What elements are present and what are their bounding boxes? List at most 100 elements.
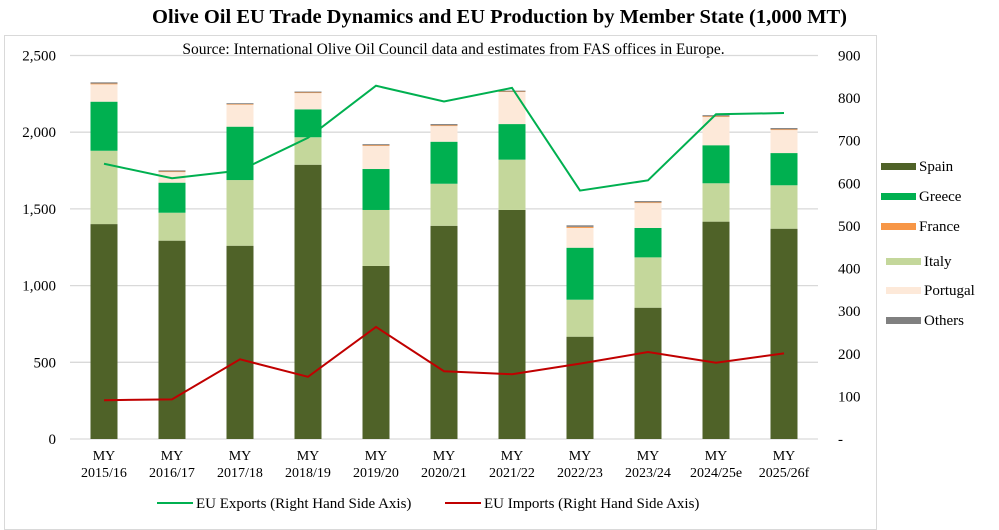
- bar-segment-france: [703, 116, 730, 117]
- bar-segment-others: [771, 128, 798, 129]
- legend-label: EU Imports (Right Hand Side Axis): [484, 496, 699, 512]
- legend-item-italy: Italy: [886, 254, 952, 270]
- bar-segment-spain: [363, 266, 390, 439]
- bar-segment-italy: [159, 213, 186, 241]
- bar-stack: [363, 144, 390, 439]
- x-tick-label-line1: MY: [365, 449, 388, 464]
- bar-segment-portugal: [499, 92, 526, 124]
- x-tick-label-line2: 2022/23: [557, 466, 603, 481]
- right-axis-tick-label: 100: [838, 389, 861, 405]
- bar-stack: [499, 91, 526, 439]
- bar-segment-others: [159, 170, 186, 171]
- legend-item-imports: EU Imports (Right Hand Side Axis): [445, 496, 699, 512]
- bar-segment-greece: [499, 124, 526, 160]
- bar-stack: [771, 128, 798, 439]
- bar-stack: [567, 225, 594, 439]
- legend-item-spain: Spain: [881, 159, 954, 175]
- right-axis-tick-label: 400: [838, 262, 861, 278]
- bar-segment-others: [431, 124, 458, 125]
- bar-segment-others: [91, 82, 118, 83]
- bar-segment-portugal: [635, 203, 662, 228]
- right-axis-tick-label: -: [838, 432, 843, 448]
- bar-stack: [227, 103, 254, 439]
- legend-swatch: [886, 258, 921, 265]
- bar-segment-others: [567, 225, 594, 227]
- bar-segment-greece: [567, 248, 594, 300]
- bar-segment-spain: [703, 222, 730, 439]
- legend-label: Spain: [919, 159, 954, 175]
- legend-swatch: [881, 223, 916, 230]
- right-axis-tick-label: 500: [838, 219, 861, 235]
- bar-stack: [703, 115, 730, 439]
- bar-segment-spain: [635, 308, 662, 439]
- bar-segment-others: [363, 144, 390, 145]
- x-tick-label-line1: MY: [705, 449, 728, 464]
- bar-segment-italy: [363, 210, 390, 266]
- x-axis-ticks: MY2015/16MY2016/17MY2017/18MY2018/19MY20…: [81, 449, 810, 481]
- bar-segment-greece: [363, 169, 390, 210]
- bar-segment-italy: [567, 300, 594, 337]
- legend-label: Italy: [924, 254, 952, 270]
- bar-segment-spain: [295, 165, 322, 439]
- bar-segment-portugal: [567, 228, 594, 248]
- x-tick-label-line1: MY: [229, 449, 252, 464]
- x-tick-label-line1: MY: [773, 449, 796, 464]
- bar-segment-others: [635, 201, 662, 202]
- bar-segment-greece: [431, 142, 458, 184]
- bar-segment-portugal: [227, 105, 254, 127]
- right-axis-tick-label: 800: [838, 91, 861, 107]
- bar-segment-italy: [431, 184, 458, 226]
- bar-segment-portugal: [771, 130, 798, 153]
- legend-swatch: [881, 193, 916, 200]
- bar-segment-france: [295, 92, 322, 93]
- legend-label: EU Exports (Right Hand Side Axis): [196, 496, 411, 512]
- legend-swatch: [881, 163, 916, 170]
- x-tick-label-line1: MY: [637, 449, 660, 464]
- left-axis-tick-label: 0: [49, 432, 57, 448]
- legend-bottom: EU Exports (Right Hand Side Axis) EU Impo…: [157, 496, 699, 512]
- bar-segment-portugal: [295, 93, 322, 109]
- x-tick-label-line2: 2025/26f: [759, 466, 810, 481]
- legend-item-greece: Greece: [881, 189, 962, 205]
- bar-segment-portugal: [363, 146, 390, 169]
- bar-segment-france: [91, 84, 118, 85]
- bar-segment-italy: [703, 183, 730, 221]
- legend-swatch: [886, 317, 921, 324]
- legend-label: Greece: [919, 189, 962, 205]
- bar-segment-france: [363, 145, 390, 146]
- bar-stack: [295, 92, 322, 439]
- bar-segment-italy: [771, 185, 798, 228]
- x-tick-label-line2: 2017/18: [217, 466, 263, 481]
- right-axis-tick-label: 300: [838, 304, 861, 320]
- bar-segment-portugal: [91, 84, 118, 101]
- bar-segment-spain: [771, 229, 798, 439]
- bar-stack: [91, 82, 118, 439]
- bar-stack: [635, 201, 662, 439]
- bar-segment-france: [431, 125, 458, 126]
- x-tick-label-line1: MY: [569, 449, 592, 464]
- legend-label: Others: [924, 313, 964, 329]
- x-tick-label-line1: MY: [297, 449, 320, 464]
- bar-segment-spain: [431, 226, 458, 439]
- bar-segment-others: [295, 92, 322, 93]
- legend-item-portugal: Portugal: [886, 283, 975, 299]
- legend-item-exports: EU Exports (Right Hand Side Axis): [157, 496, 411, 512]
- x-tick-label-line1: MY: [433, 449, 456, 464]
- bar-segment-portugal: [431, 126, 458, 142]
- bar-segment-spain: [227, 246, 254, 439]
- bar-segment-france: [635, 202, 662, 203]
- x-tick-label-line2: 2019/20: [353, 466, 399, 481]
- left-axis-tick-label: 500: [34, 355, 57, 371]
- bar-segment-spain: [159, 241, 186, 439]
- x-tick-label-line2: 2018/19: [285, 466, 331, 481]
- bar-segment-greece: [91, 102, 118, 151]
- x-tick-label-line1: MY: [501, 449, 524, 464]
- legend-item-others: Others: [886, 313, 964, 329]
- left-axis-tick-label: 2,000: [22, 125, 56, 141]
- bar-segment-france: [227, 104, 254, 105]
- x-tick-label-line1: MY: [161, 449, 184, 464]
- bar-segment-italy: [499, 160, 526, 210]
